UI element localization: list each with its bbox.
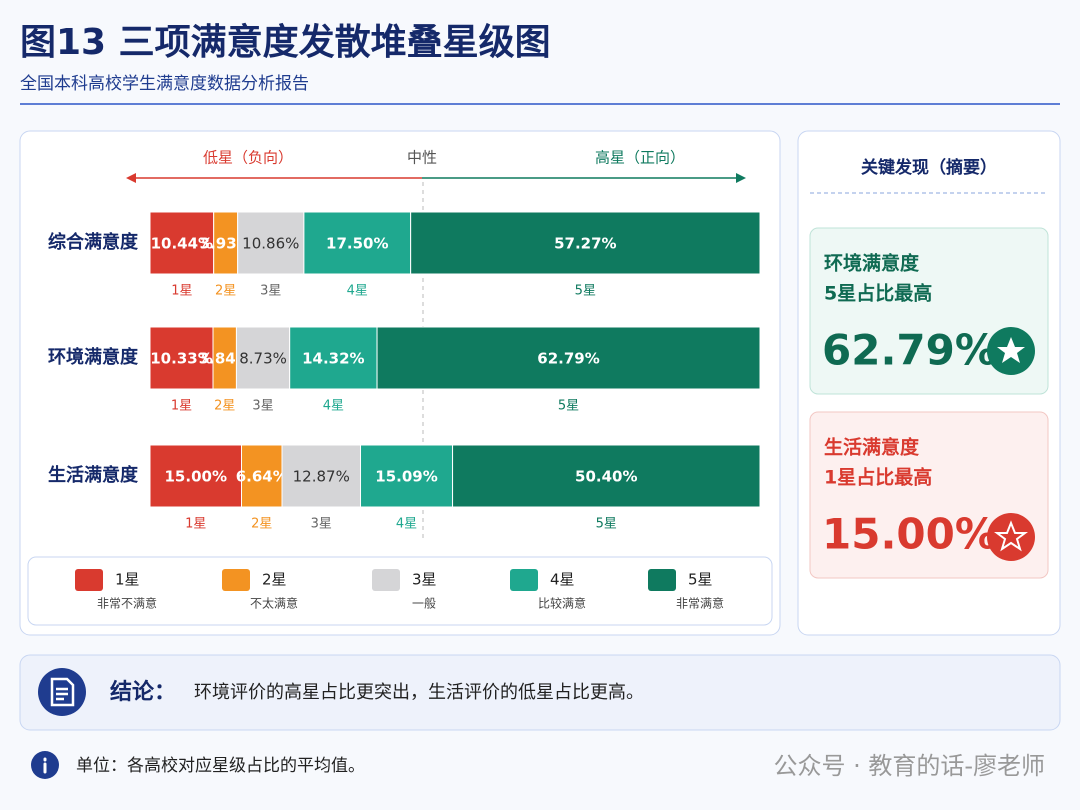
finding-subtitle: 1星占比最高 [824,466,932,489]
star-shape [997,337,1025,363]
legend-name: 3星 [412,571,437,589]
legend-swatch [648,569,676,591]
star-label: 2星 [215,284,236,299]
star-label: 5星 [575,284,596,299]
value-label: 15.00% [165,468,227,486]
value-label: 12.87% [293,468,350,486]
conclusion-label: 结论： [110,679,176,705]
star-label: 5星 [558,399,579,414]
legend-swatch [372,569,400,591]
star-label: 1星 [171,284,192,299]
bar-segment [376,326,761,390]
legend-description: 比较满意 [538,596,586,611]
watermark: 公众号 · 教育的话-廖老师 [773,752,1045,780]
finding-value: 62.79% [822,326,997,375]
star-label: 3星 [311,517,332,532]
positive-arrowhead [736,173,746,183]
document-icon [38,668,86,716]
star-shape [994,520,1028,552]
title: 图13 三项满意度发散堆叠星级图 [20,22,551,63]
note: 单位：各高校对应星级占比的平均值。 [76,756,365,776]
value-label: 50.40% [575,468,637,486]
star-label: 2星 [251,517,272,532]
value-label: 17.50% [326,235,388,253]
value-label: 15.09% [375,468,437,486]
findings-title: 关键发现（摘要） [861,157,997,178]
category-label: 综合满意度 [48,231,139,253]
star-label: 4星 [347,284,368,299]
value-label: 8.73% [239,350,287,368]
value-label: 6.64% [236,468,288,486]
value-label: 62.79% [537,350,599,368]
category-label: 生活满意度 [48,464,139,486]
bar-segment [360,444,454,508]
legend-name: 5星 [688,571,713,589]
bar-segment [452,444,761,508]
legend-swatch [75,569,103,591]
value-label: 10.44% [151,235,213,253]
finding-subtitle: 5星占比最高 [824,282,932,305]
bar-segment [149,444,242,508]
bar-segment [281,444,362,508]
star-label: 1星 [185,517,206,532]
positive-label: 高星（正向） [595,149,685,167]
star-label: 1星 [171,399,192,414]
finding-title: 环境满意度 [824,252,920,275]
legend-description: 非常不满意 [97,596,157,611]
finding-title: 生活满意度 [824,436,920,459]
star-icon [987,513,1035,561]
legend-swatch [222,569,250,591]
value-label: 10.86% [242,235,299,253]
star-label: 3星 [252,399,273,414]
conclusion-box [19,654,1061,731]
legend-description: 非常满意 [676,596,724,611]
legend-swatch [510,569,538,591]
document-shape [50,677,75,707]
legend-box [27,556,773,626]
bar-segment [149,211,215,275]
negative-label: 低星（负向） [203,149,293,167]
value-label: 57.27% [554,235,616,253]
negative-arrowhead [126,173,136,183]
star-label: 4星 [396,517,417,532]
subtitle: 全国本科高校学生满意度数据分析报告 [20,74,309,94]
chart: 综合满意度 10.44%1星3.93%2星10.86%3星17.50%4星57.2… [48,211,761,532]
conclusion-text: 环境评价的高星占比更突出，生活评价的低星占比更高。 [194,682,644,703]
legend-description: 一般 [412,596,436,611]
legend-name: 1星 [115,571,140,589]
legend-description: 不太满意 [250,596,298,611]
bar-segment [410,211,761,275]
star-label: 4星 [323,399,344,414]
bar-segment [237,211,305,275]
bar-segment [241,444,283,508]
star-label: 5星 [596,517,617,532]
value-label: 14.32% [302,350,364,368]
neutral-label: 中性 [407,149,437,167]
legend-name: 2星 [262,571,287,589]
bar-segment [289,326,378,390]
bar-segment [149,326,214,390]
category-label: 环境满意度 [48,346,139,368]
bar-segment [235,326,291,390]
value-label: 10.33% [150,350,212,368]
legend-name: 4星 [550,571,575,589]
star-label: 3星 [260,284,281,299]
star-label: 2星 [214,399,235,414]
finding-value: 15.00% [822,510,997,559]
